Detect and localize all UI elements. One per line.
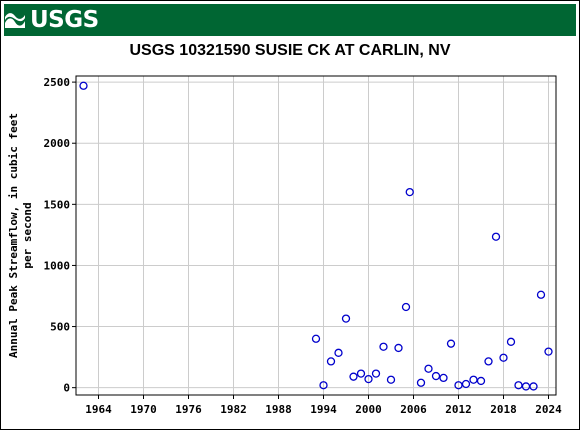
x-tick-label: 1988	[265, 403, 292, 416]
data-point	[386, 375, 396, 384]
y-tick-label: 1500	[44, 198, 71, 211]
x-tick-label: 2018	[490, 403, 517, 416]
chart-title: USGS 10321590 SUSIE CK AT CARLIN, NV	[129, 42, 451, 59]
data-point	[506, 337, 516, 346]
data-point	[319, 381, 328, 390]
data-point	[356, 369, 366, 378]
axis-ticks	[72, 81, 549, 399]
data-point	[334, 348, 343, 357]
data-point	[326, 357, 336, 366]
plot-area-border	[75, 75, 557, 396]
tick-labels: 1964 1970 1976 1982 1988 1994 2000 2006 2012 2018…	[44, 76, 563, 416]
y-tick-label: 2500	[44, 76, 71, 89]
usgs-banner	[4, 4, 576, 36]
data-point	[431, 371, 441, 381]
data-point	[401, 302, 411, 312]
usgs-wave-icon	[5, 13, 25, 28]
data-point	[364, 374, 373, 384]
data-point	[424, 364, 433, 373]
usgs-logo[interactable]: USGS	[4, 4, 99, 36]
data-points	[79, 81, 553, 391]
data-point	[439, 373, 448, 383]
data-point	[79, 81, 88, 90]
data-point	[416, 378, 426, 387]
data-point	[371, 369, 381, 378]
y-axis-title-line-2: per second	[21, 202, 34, 268]
x-tick-label: 2000	[355, 403, 382, 416]
data-point	[514, 381, 523, 390]
x-tick-label: 1982	[220, 403, 247, 416]
data-point	[521, 382, 531, 391]
usgs-logo-text: USGS	[30, 7, 99, 33]
x-tick-label: 2006	[400, 403, 427, 416]
data-point	[454, 381, 463, 390]
x-tick-label: 2012	[445, 403, 472, 416]
y-tick-label: 500	[50, 321, 70, 334]
data-point	[536, 290, 546, 299]
data-point	[311, 334, 321, 343]
data-point	[476, 376, 486, 386]
data-point	[405, 187, 414, 197]
data-point	[491, 232, 501, 241]
y-tick-label: 1000	[44, 259, 71, 272]
data-point	[394, 343, 403, 353]
data-point	[544, 347, 553, 356]
y-tick-label: 2000	[44, 137, 71, 150]
data-point	[529, 382, 538, 391]
data-point	[341, 314, 351, 323]
data-point	[349, 372, 358, 381]
data-point	[484, 357, 493, 366]
y-tick-label: 0	[63, 382, 70, 395]
x-tick-label: 1976	[175, 403, 202, 416]
x-tick-label: 2024	[535, 403, 562, 416]
y-axis-title-line-1: Annual Peak Streamflow, in cubic feet	[7, 113, 20, 358]
data-point	[446, 339, 456, 348]
data-point	[461, 379, 471, 389]
grid-lines	[76, 76, 556, 395]
data-point	[499, 353, 508, 362]
data-point	[469, 375, 478, 384]
x-tick-label: 1994	[310, 403, 337, 416]
x-tick-label: 1970	[130, 403, 157, 416]
x-tick-label: 1964	[85, 403, 112, 416]
data-point	[379, 342, 388, 351]
